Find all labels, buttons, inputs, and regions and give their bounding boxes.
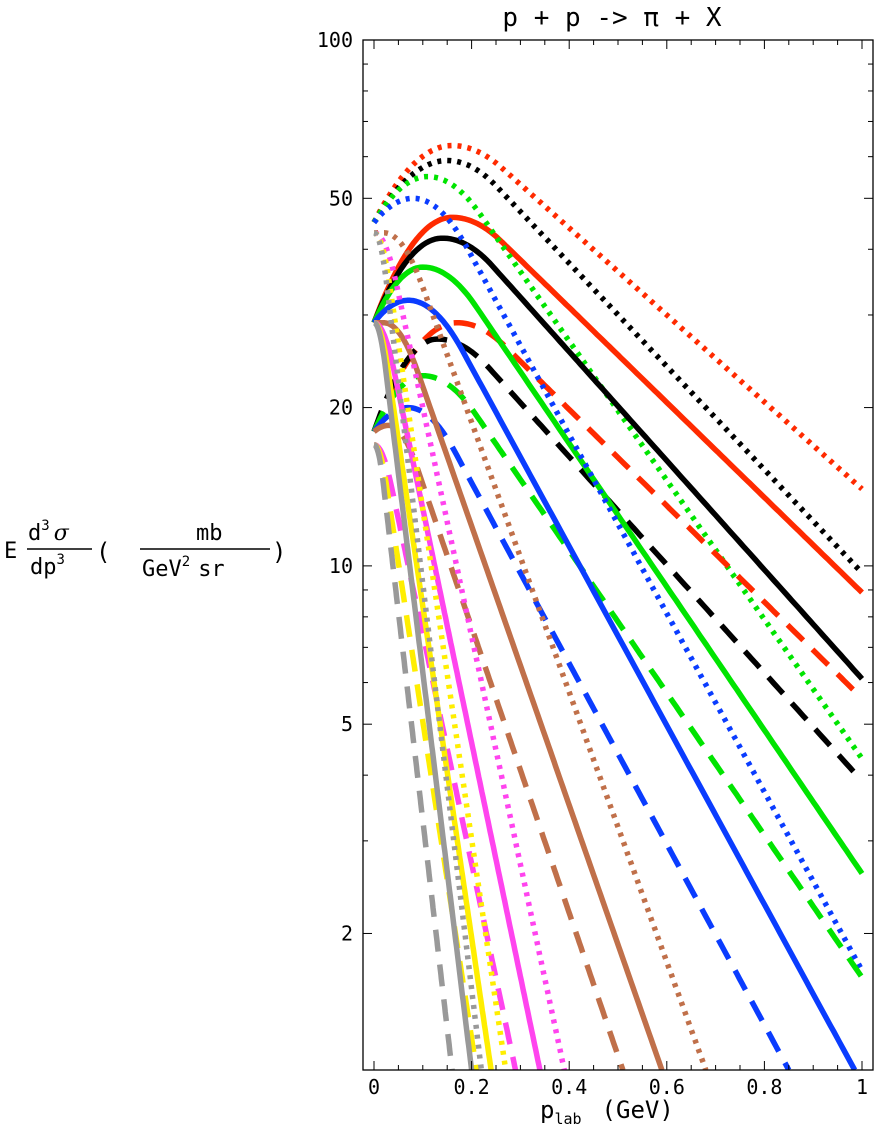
x-label-unit: (GeV): [602, 1096, 674, 1124]
y-label-num: d3 σ: [28, 518, 70, 546]
y-label-den-sup: 3: [57, 552, 65, 568]
x-tick-label: 1: [856, 1075, 868, 1099]
series-line-brown-dashed: [372, 422, 626, 1070]
series-line-magenta-dotted: [372, 230, 567, 1070]
series-line-black-dotted: [371, 157, 865, 575]
y-label-close-paren: ): [272, 538, 286, 566]
x-tick-label: 0.4: [551, 1075, 587, 1099]
y-label-num-d: d: [28, 521, 41, 546]
y-axis-label: E d3 σ dp3 ( mb GeV2 sr ): [4, 518, 286, 582]
y-label-unit-sr: sr: [198, 557, 225, 582]
series-layer: [371, 142, 865, 1070]
series-line-magenta-dashed: [372, 441, 519, 1070]
x-tick-label: 0: [368, 1075, 380, 1099]
x-label-sub: lab: [554, 1110, 581, 1128]
y-label-unit-sup: 2: [182, 554, 190, 570]
y-tick-label: 5: [341, 712, 353, 736]
y-tick-label: 50: [329, 186, 353, 210]
x-label-p: p: [540, 1096, 554, 1124]
y-label-unit-num: mb: [196, 521, 223, 546]
y-tick-label: 10: [329, 554, 353, 578]
x-tick-label: 0.8: [746, 1075, 782, 1099]
y-label-den-dp: dp: [30, 555, 57, 580]
chart-title: p + p -> π + X: [502, 3, 721, 33]
series-line-blue-dashed: [371, 404, 792, 1070]
y-label-open-paren: (: [96, 538, 110, 566]
y-label-den: dp3: [30, 552, 65, 580]
y-label-num-sup: 3: [41, 518, 49, 534]
x-axis-label: plab (GeV): [540, 1096, 674, 1128]
series-line-yellow-dashed: [371, 441, 480, 1070]
y-label-num-sym: σ: [54, 521, 70, 546]
series-line-brown-solid: [373, 319, 665, 1070]
series-line-magenta-solid: [372, 319, 543, 1070]
y-label-unit-den: GeV2 sr: [142, 554, 225, 582]
series-line-green-solid: [371, 264, 865, 876]
series-line-blue-solid: [371, 297, 858, 1070]
series-line-red-dashed: [371, 319, 864, 701]
series-line-gray-solid: [371, 319, 475, 1070]
series-line-green-dotted: [371, 173, 865, 761]
series-line-green-dashed: [371, 372, 865, 979]
series-line-blue-dotted: [371, 195, 865, 972]
x-tick-label: 0.6: [649, 1075, 685, 1099]
series-line-gray-dashed: [371, 442, 455, 1070]
y-label-prefix: E: [4, 539, 17, 564]
y-tick-label: 20: [329, 396, 353, 420]
series-line-yellow-solid: [371, 319, 494, 1070]
plot-frame: [362, 39, 874, 1071]
y-label-unit-gev: GeV: [142, 557, 182, 582]
y-tick-label: 2: [341, 921, 353, 945]
series-line-red-dotted: [371, 142, 864, 492]
series-line-red-solid: [371, 214, 864, 595]
y-tick-label: 100: [317, 28, 353, 52]
series-line-black-solid: [371, 235, 865, 681]
x-tick-label: 0.2: [454, 1075, 490, 1099]
